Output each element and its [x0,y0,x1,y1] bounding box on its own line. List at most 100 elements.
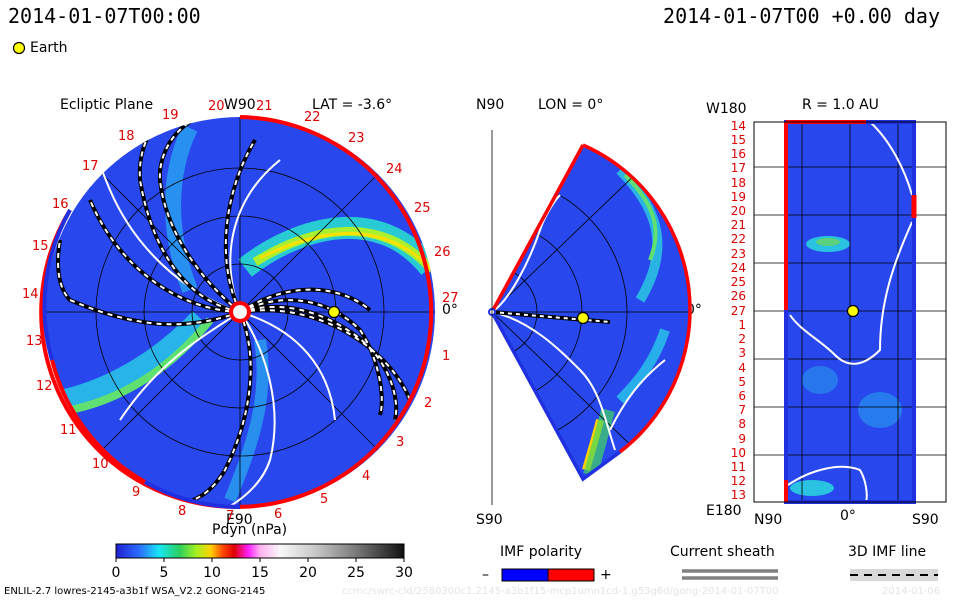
imf-plus-label: + [600,567,612,583]
carrington-label: 18 [118,129,135,144]
radial-y-label: 15 [731,133,746,147]
carrington-label: 11 [60,423,77,438]
radial-y-label: 26 [731,289,746,303]
radial-y-label: 17 [731,161,746,175]
colorbar-tick: 0 [112,565,121,581]
carrington-label: 25 [414,201,431,216]
radial-y-label: 9 [738,432,746,446]
radial-y-label: 7 [738,403,746,417]
carrington-label: 22 [304,110,321,125]
carrington-label: 23 [348,131,365,146]
radial-y-label: 18 [731,176,746,190]
radial-y-label: 11 [731,460,746,474]
radial-bottom-left-label: E180 [706,503,742,519]
radial-y-label: 16 [731,147,746,161]
colorbar-tick: 25 [347,565,365,581]
radial-y-label: 4 [738,361,746,375]
carrington-label: 9 [132,485,140,500]
earth-marker-ecliptic [327,305,341,319]
ecliptic-bottom-label: E90 [226,512,253,528]
radial-y-label: 2 [738,332,746,346]
imf-polarity-legend [501,568,595,582]
radial-r-label: R = 1.0 AU [802,97,879,113]
meridional-plane-plot [488,130,692,505]
pdyn-colorbar: 0 5 10 15 20 25 30 [112,543,413,581]
earth-legend: Earth [12,40,68,56]
carrington-label: 15 [32,239,49,254]
radial-x-label-0: 0° [840,508,856,524]
radial-y-label: 22 [731,232,746,246]
ecliptic-plane-plot: 1 2 3 4 5 6 7 8 9 10 11 12 13 14 15 16 1… [22,99,459,524]
colorbar-tick: 20 [299,565,317,581]
carrington-label: 21 [256,99,273,114]
carrington-label: 26 [434,245,451,260]
ecliptic-title: Ecliptic Plane [60,97,154,113]
imf3d-title: 3D IMF line [848,544,927,560]
imf3d-legend [850,569,938,581]
radial-y-label: 10 [731,446,746,460]
current-sheath-title: Current sheath [670,544,775,560]
date-right: 2014-01-07T00 +0.00 day [663,4,940,28]
carrington-label: 17 [82,159,99,174]
imf-polarity-title: IMF polarity [500,544,583,560]
radial-x-label-s90: S90 [912,512,939,528]
earth-legend-label: Earth [30,40,68,56]
carrington-label: 8 [178,504,186,519]
model-footer: ENLIL-2.7 lowres-2145-a3b1f WSA_V2.2 GON… [4,586,266,597]
carrington-label: 3 [396,435,404,450]
ecliptic-top-label: W90 [224,97,256,113]
date-left: 2014-01-07T00:00 [8,4,201,28]
sun-marker [229,301,251,323]
carrington-label: 5 [320,492,328,507]
colorbar-tick: 5 [160,565,169,581]
radial-x-label-n90: N90 [754,512,783,528]
carrington-label: 7 [226,509,234,524]
colorbar-tick: 15 [251,565,269,581]
radial-y-label: 24 [731,261,746,275]
radial-y-label: 6 [738,389,746,403]
carrington-label: 13 [26,334,43,349]
colorbar-tick: 30 [395,565,413,581]
colorbar-tick: 10 [203,565,221,581]
carrington-label: 16 [52,197,69,212]
colorbar-title: Pdyn (nPa) [212,522,288,538]
carrington-label: 27 [442,291,459,306]
current-sheath-legend [682,569,778,581]
radial-y-label: 8 [738,417,746,431]
ecliptic-right-label: 0° [442,302,458,318]
carrington-label: 2 [424,396,432,411]
earth-marker-radial [846,304,860,318]
radial-y-label: 13 [731,488,746,502]
meridional-top-label: N90 [476,97,505,113]
radial-plot: 14 15 16 17 18 19 20 21 22 23 24 25 26 2… [731,119,947,504]
imf-minus-label: – [482,567,489,583]
radial-y-label: 21 [731,218,746,232]
radial-y-label: 14 [731,119,746,133]
ecliptic-lat-label: LAT = -3.6° [312,97,393,113]
radial-y-labels: 14 15 16 17 18 19 20 21 22 23 24 25 26 2… [731,119,746,502]
carrington-label: 6 [274,507,282,522]
radial-y-label: 12 [731,474,746,488]
radial-y-label: 25 [731,275,746,289]
run-date-footer: 2014-01-06 [882,586,941,597]
radial-y-label: 3 [738,346,746,360]
radial-y-label: 23 [731,247,746,261]
radial-y-label: 19 [731,190,746,204]
radial-y-label: 20 [731,204,746,218]
earth-marker-icon [12,41,26,55]
meridional-lon-label: LON = 0° [538,97,604,113]
radial-top-left-label: W180 [706,101,747,117]
carrington-label: 12 [36,379,53,394]
radial-y-label: 27 [731,304,746,318]
earth-marker-meridional [576,311,590,325]
carrington-label: 10 [92,457,109,472]
carrington-label: 19 [162,108,179,123]
carrington-label: 20 [208,99,225,114]
radial-y-label: 1 [738,318,746,332]
carrington-label: 14 [22,287,39,302]
carrington-label: 1 [442,349,450,364]
run-id-footer: ccmc/swrc-cld/2580300c1.2145-a3b1f15-mcp… [342,586,779,597]
meridional-bottom-label: S90 [476,512,503,528]
carrington-label: 24 [386,162,403,177]
